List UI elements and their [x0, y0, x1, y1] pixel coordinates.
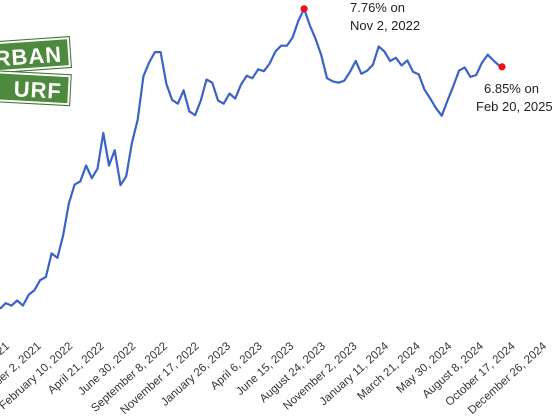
latest-marker	[498, 63, 506, 71]
logo-top-plate: RBAN	[0, 35, 72, 75]
latest-annotation-line1: 6.85% on	[484, 81, 539, 96]
urban-turf-logo: RBAN URF	[0, 35, 76, 112]
peak-annotation-line2: Nov 2, 2022	[350, 18, 420, 33]
series-line	[0, 7, 503, 310]
peak-annotation-line1: 7.76% on	[350, 0, 405, 15]
latest-annotation-line2: Feb 20, 2025	[476, 99, 553, 114]
peak-marker	[300, 5, 308, 13]
logo-bottom-plate: URF	[0, 69, 72, 107]
